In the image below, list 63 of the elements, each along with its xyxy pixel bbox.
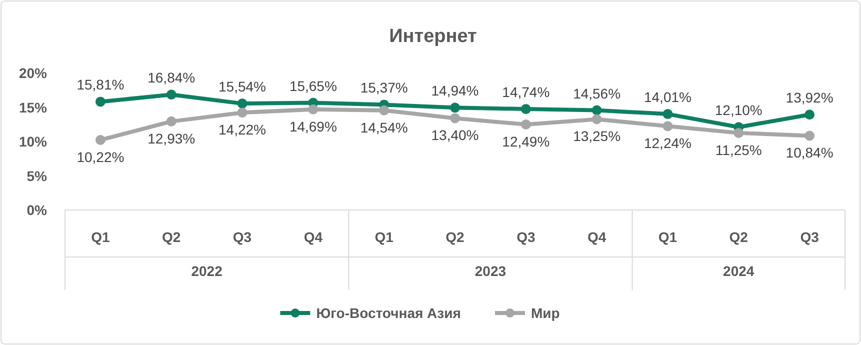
data-label: 15,65% [289, 78, 337, 94]
data-label: 14,74% [502, 84, 550, 100]
data-label: 13,92% [786, 90, 834, 106]
legend-label: Мир [531, 305, 560, 321]
data-label: 14,54% [360, 119, 408, 136]
point [166, 116, 176, 126]
x-tick-label: Q4 [304, 229, 323, 245]
data-label: 15,81% [76, 76, 124, 93]
point [237, 98, 248, 109]
x-tick-label: Q3 [232, 229, 252, 245]
x-tick-label: Q3 [516, 229, 536, 245]
point [308, 104, 318, 114]
y-tick-label: 15% [18, 99, 48, 116]
x-tick-label: Q2 [729, 229, 748, 245]
data-label: 15,54% [218, 78, 266, 95]
y-tick-label: 0% [26, 202, 48, 218]
data-label: 11,25% [715, 142, 762, 158]
point [592, 114, 602, 124]
data-label: 16,84% [148, 70, 196, 86]
point [166, 90, 176, 100]
data-label: 10,22% [76, 148, 124, 165]
data-label: 10,84% [786, 144, 834, 161]
point [662, 109, 673, 120]
x-tick-label: Q1 [658, 229, 678, 245]
x-tick-label: Q3 [800, 229, 820, 245]
x-tick-label: Q2 [162, 229, 181, 245]
point [592, 105, 602, 116]
data-label: 14,94% [431, 82, 479, 99]
text: 2024 [723, 263, 754, 279]
point [662, 121, 673, 132]
point [237, 108, 248, 118]
legend-label: Юго-Восточная Азия [316, 305, 461, 321]
data-label: 14,01% [644, 89, 692, 106]
x-tick-label: Q1 [91, 229, 110, 245]
y-tick-label: 10% [18, 134, 48, 150]
data-label: 12,24% [644, 135, 692, 152]
x-tick-label: Q4 [587, 229, 606, 245]
data-label: 13,25% [573, 128, 621, 144]
data-label: 12,49% [502, 133, 550, 150]
point [804, 130, 815, 141]
data-label: 15,37% [360, 80, 408, 96]
point [520, 119, 531, 130]
point [520, 104, 531, 114]
data-label: 13,40% [431, 127, 479, 144]
x-tick-label: Q2 [446, 229, 465, 245]
y-tick-label: 20% [18, 65, 48, 81]
y-tick-label: 5% [26, 168, 48, 184]
point [95, 96, 106, 107]
data-label: 14,56% [573, 85, 621, 102]
data-label: 12,10% [714, 102, 762, 118]
text: 2022 [191, 263, 223, 279]
data-label: 14,69% [289, 118, 337, 134]
text: 2023 [474, 263, 506, 279]
point [379, 105, 390, 116]
point [450, 113, 460, 124]
point [734, 128, 744, 138]
data-label: 14,22% [218, 122, 266, 138]
x-tick-label: Q1 [374, 229, 394, 245]
point [450, 102, 460, 113]
point [95, 134, 106, 145]
data-label: 12,93% [148, 130, 196, 146]
chart-title: Интернет [389, 26, 477, 47]
point [804, 110, 815, 120]
